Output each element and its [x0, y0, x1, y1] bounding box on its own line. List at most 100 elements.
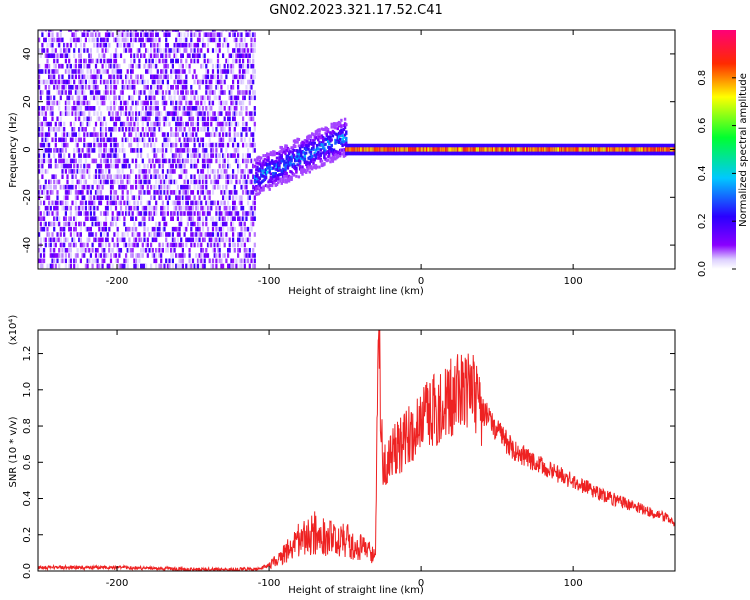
spectrogram-cell — [79, 137, 82, 143]
spectrogram-cell — [308, 170, 311, 174]
spectrogram-cell — [155, 121, 158, 127]
spectrogram-cell — [225, 174, 228, 179]
spectrogram-cell — [180, 169, 183, 174]
spectrogram-cell — [318, 143, 321, 146]
spectrogram-cell — [183, 42, 186, 48]
spectrogram-cell — [222, 232, 225, 237]
y-tick-label: 0.8 — [22, 418, 33, 434]
spectrogram-cell — [178, 37, 181, 43]
spectrogram-cell — [61, 248, 64, 253]
spectrogram-cell — [83, 42, 86, 48]
spectrogram-cell — [661, 147, 663, 152]
spectrogram-cell — [146, 132, 149, 137]
spectrogram-cell — [61, 79, 64, 85]
spectrogram-cell — [183, 79, 186, 85]
spectrogram-cell — [138, 174, 141, 179]
spectrogram-cell — [211, 190, 215, 195]
spectrogram-cell — [292, 162, 296, 166]
spectrogram-cell — [74, 30, 77, 32]
spectrogram-cell — [248, 32, 251, 37]
spectrogram-cell — [68, 205, 71, 211]
spectrogram-cell — [44, 116, 47, 122]
spectrogram-cell — [181, 132, 184, 137]
spectrogram-cell — [49, 221, 52, 227]
spectrogram-cell — [161, 216, 164, 221]
spectrogram-cell — [46, 69, 49, 74]
spectrogram-cell — [78, 111, 81, 116]
spectrogram-cell — [91, 79, 94, 85]
spectrogram-cell — [86, 116, 89, 122]
spectrogram-cell — [220, 90, 223, 95]
spectrogram-cell — [126, 158, 129, 164]
spectrogram-cell — [114, 142, 118, 148]
spectrogram-cell — [638, 147, 641, 152]
spectrogram-cell — [250, 190, 253, 195]
spectrogram-cell — [520, 147, 523, 152]
spectrogram-cell — [196, 95, 200, 101]
spectrogram-cell — [103, 79, 106, 85]
spectrogram-cell — [125, 211, 128, 216]
spectrogram-cell — [225, 205, 228, 211]
spectrogram-cell — [51, 69, 54, 74]
spectrogram-cell — [173, 53, 176, 58]
spectrogram-cell — [190, 216, 193, 221]
spectrogram-cell — [190, 163, 193, 169]
spectrogram-cell — [138, 90, 141, 95]
spectrogram-cell — [108, 30, 111, 32]
spectrogram-cell — [191, 232, 195, 237]
spectrogram-cell — [181, 79, 184, 85]
spectrogram-cell — [135, 184, 138, 190]
spectrogram-cell — [245, 153, 248, 158]
spectrogram-cell — [601, 147, 604, 152]
spectrogram-cell — [486, 147, 489, 152]
spectrogram-cell — [38, 30, 41, 32]
spectrogram-cell — [123, 121, 126, 127]
spectrogram-cell — [158, 232, 161, 237]
spectrogram-cell — [258, 162, 262, 166]
spectrogram-cell — [56, 100, 59, 106]
spectrogram-cell — [73, 169, 76, 174]
spectrogram-cell — [332, 157, 336, 161]
spectrogram-cell — [141, 158, 144, 164]
spectrogram-cell — [290, 178, 293, 181]
y-tick-label: 0.2 — [22, 527, 33, 543]
spectrogram-cell — [130, 137, 133, 143]
spectrogram-cell — [38, 79, 41, 85]
spectrogram-cell — [248, 100, 251, 106]
spectrogram-cell — [68, 163, 71, 169]
spectrogram-cell — [99, 74, 103, 80]
spectrogram-cell — [268, 162, 271, 166]
spectrogram-cell — [253, 127, 256, 132]
spectrogram-cell — [243, 48, 246, 53]
spectrogram-cell — [114, 153, 118, 158]
spectrogram-cell — [479, 147, 481, 152]
spectrogram-cell — [222, 195, 225, 200]
spectrogram-cell — [240, 232, 243, 237]
spectrogram-cell — [196, 116, 200, 122]
spectrogram-cell — [173, 142, 176, 148]
spectrogram-cell — [216, 53, 220, 58]
spectrogram-cell — [78, 116, 81, 122]
spectrogram-cell — [98, 142, 101, 148]
spectrogram-cell — [63, 226, 66, 232]
spectrogram-cell — [48, 200, 51, 206]
spectrogram-cell — [71, 111, 74, 116]
spectrogram-cell — [326, 128, 330, 131]
spectrogram-cell — [220, 174, 223, 179]
spectrogram-cell — [233, 58, 236, 64]
spectrogram-cell — [208, 200, 211, 206]
spectrogram-cell — [148, 63, 151, 69]
spectrogram-cell — [243, 42, 246, 48]
spectrogram-cell — [206, 42, 210, 48]
spectrogram-cell — [223, 221, 226, 227]
spectrogram-cell — [180, 95, 183, 101]
spectrogram-cell — [452, 147, 455, 152]
spectrogram-cell — [158, 195, 161, 200]
spectrogram-cell — [71, 32, 74, 37]
spectrogram-cell — [143, 169, 146, 174]
spectrogram-cell — [81, 90, 84, 95]
spectrogram-cell — [143, 263, 146, 269]
spectrogram-cell — [86, 121, 89, 127]
spectrogram-cell — [222, 237, 225, 243]
spectrogram-cell — [48, 30, 51, 32]
